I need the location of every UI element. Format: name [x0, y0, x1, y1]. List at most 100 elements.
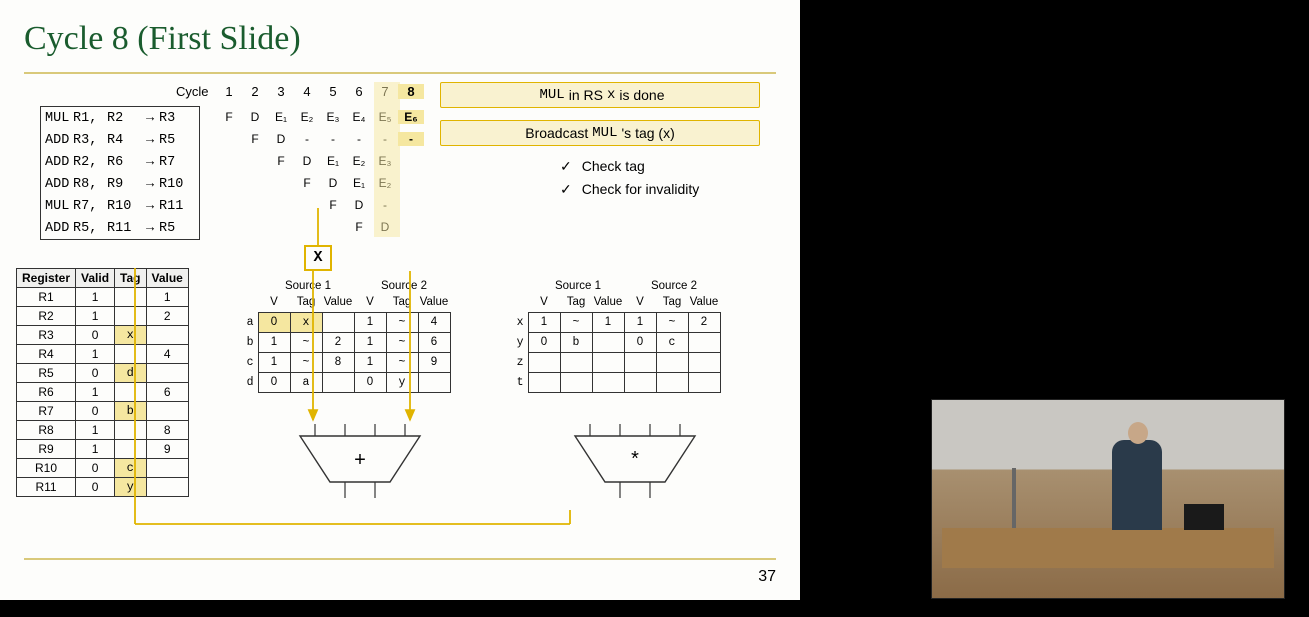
rs-mul: Source 1Source 2VTagValueVTagValuex1~11~… [510, 280, 722, 393]
pipe-cell: F [346, 220, 372, 234]
rs-row-label: t [510, 372, 528, 392]
pipe-cell: F [242, 132, 268, 146]
instr-op: ADD [41, 177, 73, 192]
bottom-divider [24, 558, 776, 560]
rat-reg: R10 [17, 459, 76, 478]
slide-title: Cycle 8 (First Slide) [24, 20, 776, 58]
instr-row-5: ADDR5,R11→R5 [41, 217, 199, 239]
instr-s1: R7, [73, 199, 107, 214]
rs-cell: 0 [258, 372, 290, 392]
instr-op: MUL [41, 199, 73, 214]
arrow-icon: → [141, 221, 159, 236]
rat-valid: 1 [76, 288, 115, 307]
rs-cell [418, 372, 450, 392]
rat-tag [115, 288, 146, 307]
rs-src-labels: Source 1Source 2 [240, 280, 452, 292]
rat-header: Value [146, 269, 188, 288]
top-divider [24, 72, 776, 74]
rat-reg: R3 [17, 326, 76, 345]
rs-cell: 1 [258, 332, 290, 352]
mic-stand [1012, 468, 1016, 528]
rs-cell: ~ [386, 312, 418, 332]
rat-reg: R1 [17, 288, 76, 307]
cycle-8: 8 [398, 84, 424, 99]
rs-cell: 1 [354, 352, 386, 372]
rs-col-header: Value [322, 292, 354, 312]
rs-col-header: Value [418, 292, 450, 312]
instr-s2: R9 [107, 177, 141, 192]
rs-row-label: d [240, 372, 258, 392]
rat-valid: 0 [76, 478, 115, 497]
rs-col-header: Tag [290, 292, 322, 312]
rs-cell: ~ [386, 332, 418, 352]
rat-value: 4 [146, 345, 188, 364]
instr-dst: R7 [159, 155, 199, 170]
rat-reg: R9 [17, 440, 76, 459]
cycle-4: 4 [294, 84, 320, 99]
msg2-pre: Broadcast [525, 125, 588, 141]
instr-s1: R1, [73, 111, 107, 126]
instr-op: ADD [41, 133, 73, 148]
rs-cell: 1 [354, 312, 386, 332]
pipe-cell: - [346, 132, 372, 146]
rs-cell [624, 372, 656, 392]
instr-s1: R2, [73, 155, 107, 170]
rs-src2-label: Source 2 [626, 280, 722, 292]
camera-feed [931, 399, 1285, 599]
rs-cell [624, 352, 656, 372]
rat-header: Valid [76, 269, 115, 288]
rs-cell: a [290, 372, 322, 392]
pipe-cell: D [372, 220, 398, 234]
rat-header: Register [17, 269, 76, 288]
rat-row-R10: R100c [17, 459, 189, 478]
rs-col-header: Tag [560, 292, 592, 312]
rs-cell [322, 372, 354, 392]
rs-cell: ~ [290, 352, 322, 372]
rs-row-t: t [510, 372, 720, 392]
pipe-cell: E₄ [346, 110, 372, 124]
rat-valid: 0 [76, 402, 115, 421]
rs-row-z: z [510, 352, 720, 372]
rat-value [146, 326, 188, 345]
instr-row-4: MULR7,R10→R11 [41, 195, 199, 217]
rs-cell: 6 [418, 332, 450, 352]
pipe-cell: - [320, 132, 346, 146]
rat-row-R2: R212 [17, 307, 189, 326]
rat-valid: 0 [76, 326, 115, 345]
rat-tag [115, 440, 146, 459]
rs-cell: ~ [290, 332, 322, 352]
rs-cell: ~ [656, 312, 688, 332]
rs-cell: 0 [354, 372, 386, 392]
broadcast-tag-badge: X [304, 245, 332, 271]
rs-row-y: y0b0c [510, 332, 720, 352]
rat-valid: 1 [76, 345, 115, 364]
rs-cell [592, 372, 624, 392]
rat-valid: 1 [76, 383, 115, 402]
rs-cell [322, 312, 354, 332]
rs-src2-label: Source 2 [356, 280, 452, 292]
rat-value: 6 [146, 383, 188, 402]
rat-tag: c [115, 459, 146, 478]
rat-tag: d [115, 364, 146, 383]
rs-table: VTagValueVTagValuex1~11~2y0b0czt [510, 292, 721, 393]
rs-cell: c [656, 332, 688, 352]
instr-s1: R8, [73, 177, 107, 192]
instr-s2: R6 [107, 155, 141, 170]
rat-valid: 1 [76, 421, 115, 440]
rs-row-x: x1~11~2 [510, 312, 720, 332]
rs-cell: 1 [354, 332, 386, 352]
rat-value: 1 [146, 288, 188, 307]
rat-tag: y [115, 478, 146, 497]
rat-row-R11: R110y [17, 478, 189, 497]
rat-row-R5: R50d [17, 364, 189, 383]
cycle-1: 1 [216, 84, 242, 99]
instr-s1: R3, [73, 133, 107, 148]
pipe-cell: D [294, 154, 320, 168]
rs-cell: ~ [560, 312, 592, 332]
instr-op: ADD [41, 155, 73, 170]
rs-row-a: a0x1~4 [240, 312, 450, 332]
rs-row-c: c1~81~9 [240, 352, 450, 372]
instr-dst: R5 [159, 133, 199, 148]
arrow-icon: → [141, 133, 159, 148]
rat-value [146, 364, 188, 383]
